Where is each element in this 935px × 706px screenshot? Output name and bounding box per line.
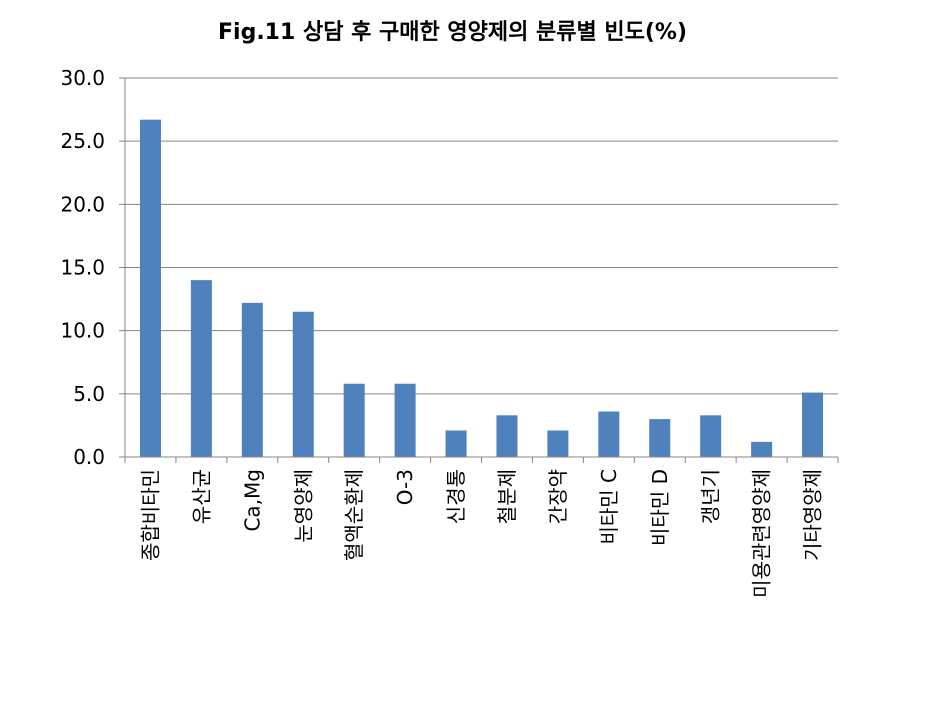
x-tick-label: 기타영양제 [801,469,825,561]
bar [190,280,212,457]
x-tick-label: O-3 [393,469,417,505]
x-tick-label: 신경통 [444,469,468,524]
y-tick-label: 25.0 [60,129,105,153]
y-tick-label: 20.0 [60,192,105,216]
bar [547,430,569,457]
bars [139,119,824,457]
bar [343,383,365,457]
y-tick-label: 10.0 [60,319,105,343]
bar [445,430,467,457]
bar [751,441,773,457]
x-tick-label: 철분제 [495,469,519,524]
axes [119,77,839,463]
bar [649,419,671,457]
bar [292,311,314,457]
x-tick-label: 비타민 D [648,469,672,546]
y-tick-label: 5.0 [73,382,105,406]
x-tick-label: 유산균 [189,469,213,524]
x-tick-label: 눈영양제 [291,469,315,543]
tick-labels: 0.0 5.0 10.0 15.0 20.0 25.0 30.0 종합비타민 유산균 Ca,Mg 눈… [60,66,824,598]
bar [802,392,824,457]
x-tick-label: Ca,Mg [240,469,264,532]
x-tick-label: 비타민 C [597,469,621,545]
x-tick-label: 미용관련영양제 [750,469,774,598]
bar [394,383,416,457]
chart-title: Fig.11 상담 후 구매한 영양제의 분류별 빈도(%) [218,20,687,45]
x-tick-label: 간장약 [546,469,570,524]
bar [598,411,620,457]
bar [241,302,263,457]
bar [139,119,161,457]
bar [700,415,722,457]
y-tick-label: 15.0 [60,256,105,280]
y-tick-label: 30.0 [60,66,105,90]
x-tick-label: 종합비타민 [138,469,162,561]
y-tick-label: 0.0 [73,445,105,469]
bar [496,415,518,457]
gridlines [125,77,838,395]
x-tick-label: 갱년기 [699,469,723,524]
x-tick-label: 혈액순환제 [342,469,366,561]
